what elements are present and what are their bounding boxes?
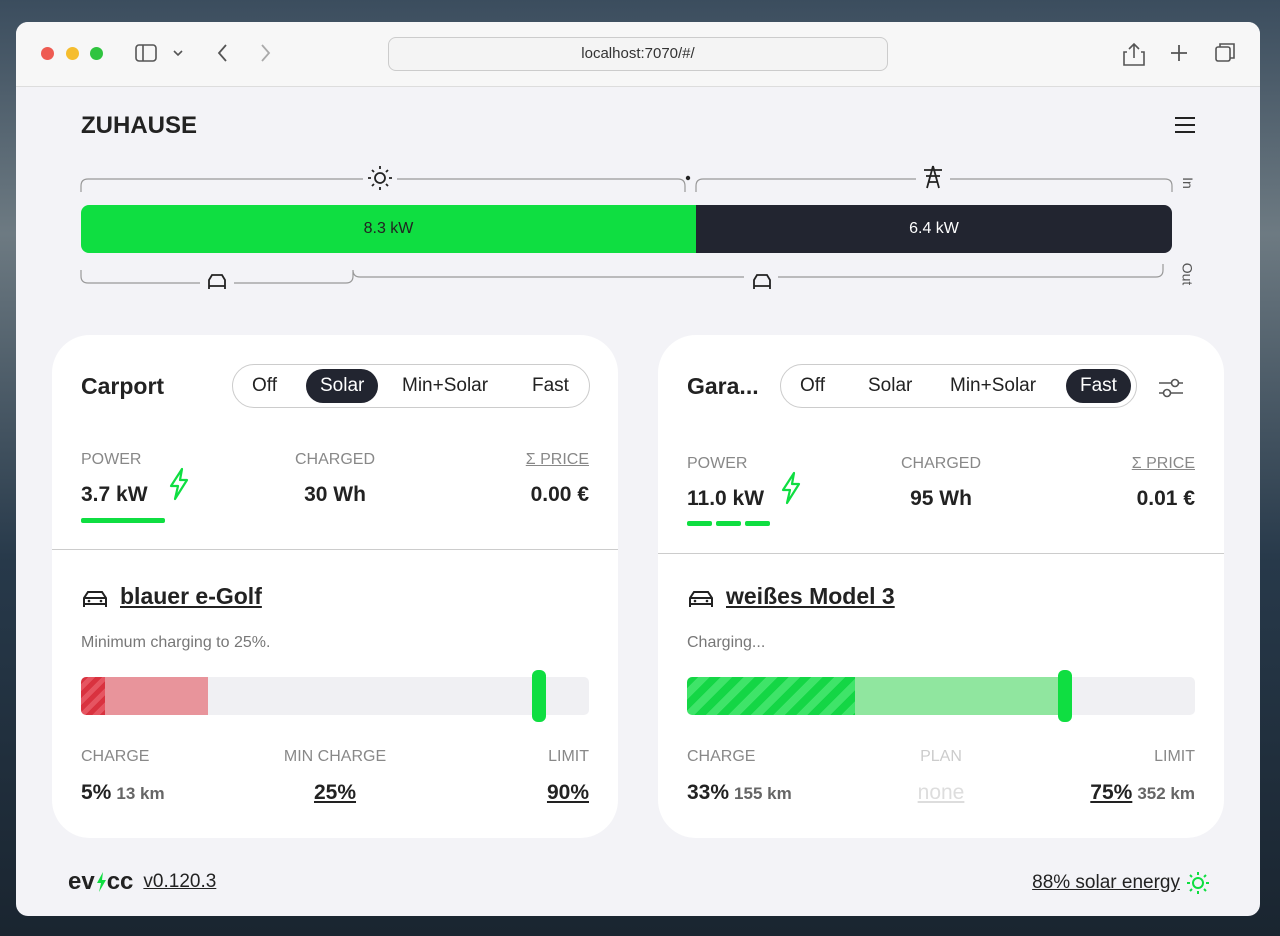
vehicle-name[interactable]: weißes Model 3 (726, 583, 895, 609)
stat-value: 3.7 kW (81, 483, 148, 506)
grid-power: 6.4 kW (909, 220, 959, 237)
vehicle-name[interactable]: blauer e-Golf (120, 583, 262, 609)
detail-value: 33% 155 km (687, 781, 792, 805)
vehicle-icon (83, 591, 107, 607)
footer-left: ev cc v0.120.3 (68, 868, 216, 896)
nav-icons[interactable] (134, 42, 394, 66)
detail-number[interactable]: 90% (546, 781, 589, 804)
detail-number[interactable]: 25% (313, 781, 357, 804)
soc-segment (81, 677, 105, 715)
detail-number: 5% (81, 781, 112, 804)
detail-range: 155 km (734, 784, 792, 803)
address-bar[interactable]: localhost:7070/#/ (388, 37, 888, 71)
mode-button[interactable]: Off (800, 375, 825, 396)
detail-range: 352 km (1137, 784, 1195, 803)
detail-value: 5% 13 km (81, 781, 165, 805)
detail-value: 25% (314, 781, 356, 805)
charging-icon (169, 467, 189, 501)
detail-number: 33% (687, 781, 730, 804)
charging-icon (781, 471, 801, 505)
soc-segment (105, 677, 208, 715)
stat-value: 0.00 € (530, 483, 589, 506)
soc-segment (687, 677, 855, 715)
pv-bar: 8.3 kW (81, 205, 696, 253)
stat-label: Σ PRICE (1131, 455, 1195, 472)
browser-actions[interactable] (1116, 40, 1246, 68)
mode-button[interactable]: Solar (868, 375, 913, 396)
loadpoint-card: Carport Off Solar Min+Solar Fast POWER 3.7 kW C… (52, 335, 618, 838)
mode-button[interactable]: Min+Solar (402, 375, 489, 396)
zoom-button[interactable] (90, 47, 103, 60)
detail-label: LIMIT (548, 748, 589, 765)
mode-button[interactable]: Fast (1066, 369, 1131, 403)
detail-label: MIN CHARGE (283, 748, 387, 765)
logo-bolt (96, 872, 106, 892)
stat-value: 11.0 kW (687, 487, 765, 510)
power-indicator (81, 518, 165, 523)
out-label: Out (1179, 262, 1196, 286)
detail-number[interactable]: none (917, 781, 965, 804)
divider (658, 553, 1224, 554)
limit-handle[interactable] (532, 670, 546, 722)
solar-link[interactable]: 88% solar energy (1032, 872, 1180, 893)
solar-icon (1187, 872, 1209, 894)
loadpoint-card: Gara... Off Solar Min+Solar Fast POWER 11.0 kW… (658, 335, 1224, 838)
divider (52, 549, 618, 550)
detail-label: PLAN (920, 748, 962, 765)
mode-button[interactable]: Fast (532, 375, 569, 396)
energyflow-bar: 8.3 kW 6.4 kW (81, 205, 1172, 253)
vehicle-status: Minimum charging to 25%. (81, 634, 271, 651)
power-indicator (716, 521, 741, 526)
footer-right: 88% solar energy (1032, 870, 1210, 896)
stat-label: POWER (81, 451, 142, 468)
pv-power: 8.3 kW (363, 220, 414, 237)
mode-switch: Off Solar Min+Solar Fast (780, 364, 1137, 408)
detail-number[interactable]: 75% (1090, 781, 1133, 804)
detail-label: CHARGE (81, 748, 150, 765)
stat-value: 95 Wh (910, 487, 972, 510)
stat-label: Σ PRICE (525, 451, 589, 468)
close-button[interactable] (41, 47, 54, 60)
logo-part: cc (106, 868, 134, 895)
mode-button[interactable]: Off (252, 375, 277, 396)
logo-part: ev (68, 868, 95, 895)
energyflow-brackets (80, 164, 1173, 296)
detail-label: LIMIT (1154, 748, 1195, 765)
site-title: ZUHAUSE (81, 112, 198, 139)
stat-label: POWER (687, 455, 748, 472)
version-link[interactable]: v0.120.3 (143, 871, 217, 892)
vehicle-icon (689, 591, 713, 607)
mode-button[interactable]: Min+Solar (950, 375, 1037, 396)
detail-value: 90% (547, 781, 589, 805)
soc-bar (687, 677, 1195, 715)
limit-handle[interactable] (1058, 670, 1072, 722)
grid-bar: 6.4 kW (696, 205, 1172, 253)
browser-toolbar: localhost:7070/#/ (16, 22, 1260, 87)
mode-switch: Off Solar Min+Solar Fast (232, 364, 590, 408)
stat-value: 0.01 € (1136, 487, 1195, 510)
mode-button[interactable]: Solar (306, 369, 379, 403)
settings-button[interactable] (1157, 376, 1185, 400)
power-indicator (745, 521, 770, 526)
loadpoint-title: Gara... (687, 373, 759, 399)
stat-label: CHARGED (900, 455, 982, 472)
loadpoint-title: Carport (81, 373, 165, 399)
menu-button[interactable] (1173, 115, 1197, 135)
stat-value: 30 Wh (304, 483, 366, 506)
vehicle-status: Charging... (687, 634, 766, 651)
in-label: In (1179, 177, 1196, 189)
detail-label: CHARGE (687, 748, 756, 765)
soc-bar (81, 677, 589, 715)
detail-value: none (918, 781, 965, 805)
stat-label: CHARGED (294, 451, 376, 468)
soc-segment (855, 677, 1060, 715)
browser-window: localhost:7070/#/ ZUHAUSE 8.3 kW 6.4 kW … (16, 22, 1260, 916)
detail-value: 75% 352 km (1090, 781, 1195, 805)
power-indicator (687, 521, 712, 526)
minimize-button[interactable] (66, 47, 79, 60)
detail-range: 13 km (116, 784, 165, 803)
